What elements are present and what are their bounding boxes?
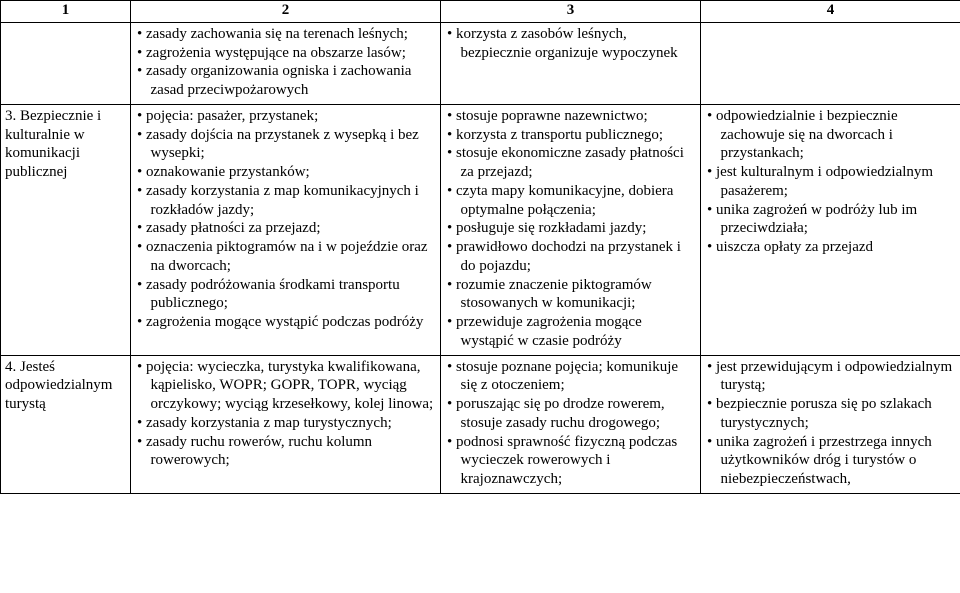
list-item: zasady dojścia na przystanek z wysepką i… [137, 126, 434, 164]
header-col-3: 3 [441, 1, 701, 23]
cell-col4 [701, 22, 960, 104]
list-item: prawidłowo dochodzi na przystanek i do p… [447, 238, 694, 276]
list-item: zasady korzystania z map komunikacyjnych… [137, 182, 434, 220]
list-item: zasady płatności za przejazd; [137, 219, 434, 238]
list-item: zagrożenia mogące wystąpić podczas podró… [137, 313, 434, 332]
list-item: jest kulturalnym i odpowiedzialnym pasaż… [707, 163, 954, 201]
list-item: oznaczenia piktogramów na i w pojeździe … [137, 238, 434, 276]
list-item: bezpiecznie porusza się po szlakach tury… [707, 395, 954, 433]
row-label [1, 22, 131, 104]
cell-col3: stosuje poznane pojęcia; komunikuje się … [441, 355, 701, 493]
list-item: oznakowanie przystanków; [137, 163, 434, 182]
list-item: stosuje poprawne nazewnictwo; [447, 107, 694, 126]
cell-col4: jest przewidującym i odpowiedzialnym tur… [701, 355, 960, 493]
list-item: rozumie znaczenie piktogramów stosowanyc… [447, 276, 694, 314]
document-page: 1 2 3 4 zasady zachowania się na terenac… [0, 0, 960, 593]
list-item: zasady organizowania ogniska i zachowani… [137, 62, 434, 100]
bullet-list: korzysta z zasobów leśnych, bezpiecznie … [447, 25, 694, 63]
bullet-list: stosuje poprawne nazewnictwo;korzysta z … [447, 107, 694, 351]
list-item: korzysta z transportu publicznego; [447, 126, 694, 145]
list-item: unika zagrożeń w podróży lub im przeciwd… [707, 201, 954, 239]
header-col-1: 1 [1, 1, 131, 23]
cell-col3: stosuje poprawne nazewnictwo;korzysta z … [441, 104, 701, 355]
table-body: zasady zachowania się na terenach leśnyc… [1, 22, 960, 493]
list-item: przewiduje zagrożenia mogące wystąpić w … [447, 313, 694, 351]
row-label: 4. Jesteś odpowiedzialnym turystą [1, 355, 131, 493]
curriculum-table: 1 2 3 4 zasady zachowania się na terenac… [0, 0, 960, 494]
bullet-list: pojęcia: wycieczka, turystyka kwalifikow… [137, 358, 434, 471]
list-item: unika zagrożeń i przestrzega innych użyt… [707, 433, 954, 489]
cell-col2: pojęcia: wycieczka, turystyka kwalifikow… [131, 355, 441, 493]
bullet-list: jest przewidującym i odpowiedzialnym tur… [707, 358, 954, 489]
list-item: zasady podróżowania środkami transportu … [137, 276, 434, 314]
bullet-list: stosuje poznane pojęcia; komunikuje się … [447, 358, 694, 489]
bullet-list: zasady zachowania się na terenach leśnyc… [137, 25, 434, 100]
bullet-list: pojęcia: pasażer, przystanek;zasady dojś… [137, 107, 434, 332]
table-row: 3. Bezpiecznie i kulturalnie w komunikac… [1, 104, 960, 355]
list-item: zasady korzystania z map turystycznych; [137, 414, 434, 433]
list-item: posługuje się rozkładami jazdy; [447, 219, 694, 238]
bullet-list: odpowiedzialnie i bezpiecznie zachowuje … [707, 107, 954, 257]
list-item: zagrożenia występujące na obszarze lasów… [137, 44, 434, 63]
list-item: zasady ruchu rowerów, ruchu kolumn rower… [137, 433, 434, 471]
list-item: odpowiedzialnie i bezpiecznie zachowuje … [707, 107, 954, 163]
cell-col2: pojęcia: pasażer, przystanek;zasady dojś… [131, 104, 441, 355]
header-col-2: 2 [131, 1, 441, 23]
table-row: zasady zachowania się na terenach leśnyc… [1, 22, 960, 104]
list-item: poruszając się po drodze rowerem, stosuj… [447, 395, 694, 433]
list-item: jest przewidującym i odpowiedzialnym tur… [707, 358, 954, 396]
list-item: uiszcza opłaty za przejazd [707, 238, 954, 257]
header-row: 1 2 3 4 [1, 1, 960, 23]
header-col-4: 4 [701, 1, 960, 23]
list-item: zasady zachowania się na terenach leśnyc… [137, 25, 434, 44]
list-item: korzysta z zasobów leśnych, bezpiecznie … [447, 25, 694, 63]
table-row: 4. Jesteś odpowiedzialnym turystąpojęcia… [1, 355, 960, 493]
list-item: czyta mapy komunikacyjne, dobiera optyma… [447, 182, 694, 220]
list-item: pojęcia: wycieczka, turystyka kwalifikow… [137, 358, 434, 414]
cell-col2: zasady zachowania się na terenach leśnyc… [131, 22, 441, 104]
cell-col4: odpowiedzialnie i bezpiecznie zachowuje … [701, 104, 960, 355]
row-label: 3. Bezpiecznie i kulturalnie w komunikac… [1, 104, 131, 355]
list-item: pojęcia: pasażer, przystanek; [137, 107, 434, 126]
list-item: stosuje ekonomiczne zasady płatności za … [447, 144, 694, 182]
list-item: stosuje poznane pojęcia; komunikuje się … [447, 358, 694, 396]
list-item: podnosi sprawność fizyczną podczas wycie… [447, 433, 694, 489]
cell-col3: korzysta z zasobów leśnych, bezpiecznie … [441, 22, 701, 104]
